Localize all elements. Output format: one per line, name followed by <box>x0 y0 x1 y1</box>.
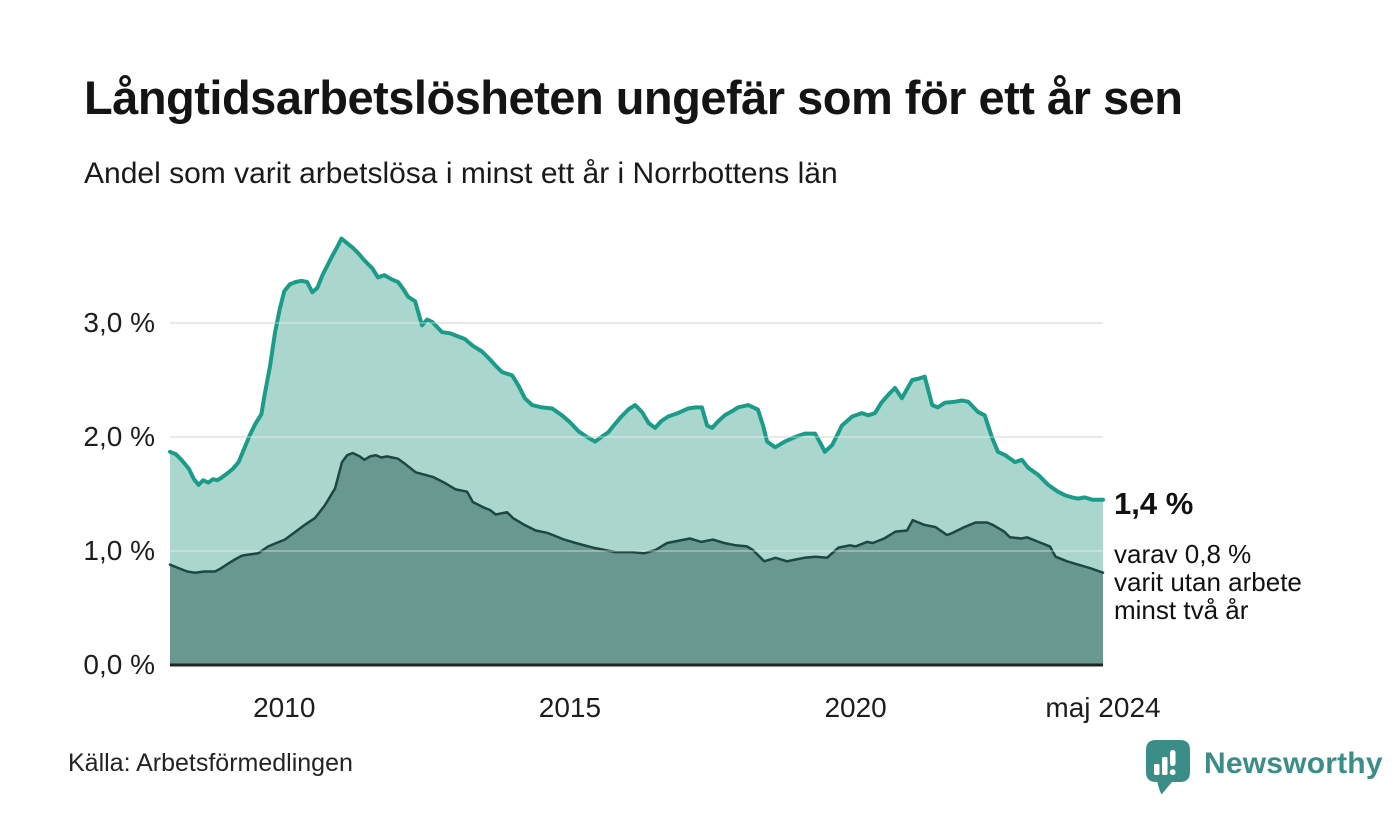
x-tick-label: maj 2024 <box>1045 692 1161 723</box>
y-tick-label: 0,0 % <box>83 649 155 680</box>
newsworthy-wordmark: Newsworthy <box>1204 747 1383 780</box>
y-tick-label: 2,0 % <box>83 421 155 452</box>
y-tick-label: 1,0 % <box>83 535 155 566</box>
source-attribution: Källa: Arbetsförmedlingen <box>68 749 353 777</box>
chart-subtitle: Andel som varit arbetslösa i minst ett å… <box>84 157 838 190</box>
x-tick-label: 2010 <box>253 692 316 723</box>
page-title: Långtidsarbetslösheten ungefär som för e… <box>84 71 1183 124</box>
latest-value-detail: varav 0,8 % varit utan arbete minst två … <box>1114 539 1302 625</box>
x-tick-label: 2020 <box>824 692 887 723</box>
newsworthy-logo: Newsworthy <box>1146 740 1383 796</box>
y-tick-label: 3,0 % <box>83 307 155 338</box>
latest-value-label: 1,4 % <box>1114 486 1194 521</box>
newsworthy-bubble-chart-icon <box>1146 740 1190 795</box>
x-tick-label: 2015 <box>538 692 602 723</box>
